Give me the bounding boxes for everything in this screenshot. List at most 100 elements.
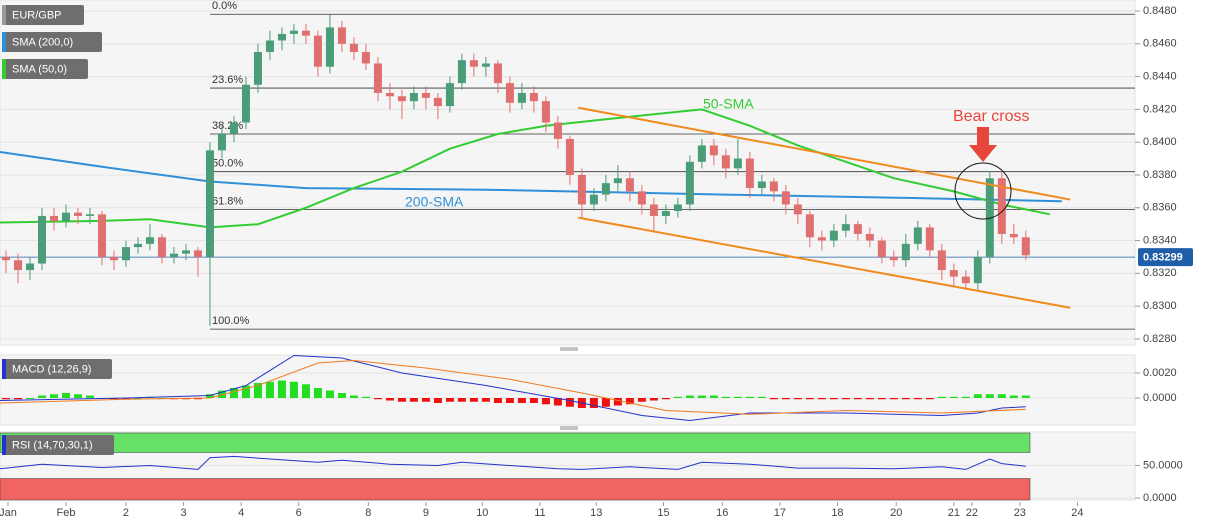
- macd-bar: [829, 398, 838, 400]
- macd-bar: [529, 398, 538, 403]
- macd-bar: [1021, 395, 1030, 398]
- macd-bar: [589, 398, 598, 408]
- candle-body: [229, 122, 238, 134]
- x-tick-label: 23: [1014, 507, 1026, 519]
- candle-body: [337, 27, 346, 44]
- fib-label: 50.0%: [212, 158, 243, 170]
- candle-body: [793, 204, 802, 215]
- macd-bar: [481, 398, 490, 402]
- macd-bar: [937, 396, 946, 398]
- macd-bar: [325, 390, 334, 398]
- candle-body: [469, 60, 478, 67]
- macd-bar: [649, 398, 658, 401]
- candle-body: [1009, 233, 1018, 238]
- candle-body: [649, 204, 658, 216]
- candle-body: [997, 178, 1006, 234]
- y-tick-label: 0.8360: [1143, 202, 1177, 214]
- candle-body: [409, 92, 418, 102]
- candle-body: [205, 150, 214, 257]
- candle-body: [541, 101, 550, 123]
- macd-bar: [505, 398, 514, 403]
- candle-body: [61, 212, 70, 221]
- legend-swatch: [2, 59, 6, 79]
- macd-bar: [709, 395, 718, 398]
- legend-label: SMA (50,0): [12, 63, 67, 75]
- macd-bar: [469, 398, 478, 402]
- legend-label: SMA (200,0): [12, 36, 73, 48]
- y-tick-label: 50.0000: [1143, 459, 1183, 471]
- candle-body: [769, 181, 778, 192]
- candle-body: [613, 178, 622, 184]
- candle-body: [721, 155, 730, 169]
- arrow: [969, 127, 997, 162]
- candle-body: [733, 158, 742, 169]
- y-tick-label: 0.8340: [1143, 234, 1177, 246]
- macd-bar: [805, 398, 814, 400]
- candle-body: [421, 92, 430, 98]
- candle-body: [433, 97, 442, 107]
- annotation: Bear cross: [953, 108, 1029, 125]
- x-tick-label: 18: [831, 507, 843, 519]
- macd-bar: [289, 381, 298, 398]
- macd-bar: [769, 398, 778, 400]
- macd-bar: [133, 398, 142, 399]
- macd-bar: [1, 398, 10, 400]
- macd-bar: [13, 398, 22, 400]
- legend-swatch: [2, 32, 6, 52]
- legend-box: [2, 32, 102, 52]
- x-tick-label: 17: [774, 507, 786, 519]
- macd-bar: [541, 398, 550, 405]
- candle-body: [925, 227, 934, 251]
- macd-bar: [673, 396, 682, 398]
- macd-bar: [409, 398, 418, 402]
- candle-body: [781, 191, 790, 205]
- trendline: [578, 216, 1071, 309]
- x-tick-label: 20: [890, 507, 902, 519]
- candle-body: [1, 256, 10, 261]
- macd-bar: [985, 394, 994, 398]
- y-tick-label: 0.8420: [1143, 103, 1177, 115]
- candle-body: [457, 60, 466, 84]
- legend-swatch: [2, 5, 6, 25]
- y-tick-label: 0.8300: [1143, 300, 1177, 312]
- highlight-circle: [954, 162, 1012, 220]
- rsi-line: [0, 455, 1026, 470]
- macd-bar: [613, 398, 622, 406]
- candle-body: [169, 253, 178, 257]
- macd-bar: [553, 398, 562, 406]
- macd-bar: [601, 398, 610, 407]
- x-tick-label: 16: [716, 507, 728, 519]
- macd-bar: [661, 398, 670, 400]
- x-tick-label: Feb: [57, 507, 76, 519]
- candle-body: [685, 161, 694, 205]
- macd-bar: [205, 394, 214, 398]
- fib-label: 61.8%: [212, 195, 243, 207]
- macd-bar: [889, 398, 898, 400]
- candle-body: [241, 84, 250, 123]
- macd-bar: [421, 398, 430, 402]
- x-tick-label: 11: [534, 507, 545, 519]
- macd-bar: [85, 395, 94, 398]
- macd-bar: [253, 383, 262, 398]
- y-tick-label: 0.8280: [1143, 333, 1177, 345]
- candle-body: [121, 247, 130, 261]
- macd-bar: [229, 388, 238, 398]
- candle-body: [841, 224, 850, 231]
- x-tick-label: Jan: [0, 507, 17, 519]
- x-tick-label: 21: [948, 507, 960, 519]
- sma-label: 200-SMA: [405, 194, 464, 210]
- candle-body: [757, 181, 766, 189]
- legend-swatch: [2, 435, 6, 455]
- candle-body: [313, 35, 322, 67]
- candle-body: [97, 214, 106, 257]
- candle-body: [529, 92, 538, 102]
- macd-bar: [913, 398, 922, 400]
- macd-bar: [121, 398, 130, 400]
- candle-body: [901, 243, 910, 261]
- macd-bar: [349, 395, 358, 398]
- macd-bar: [949, 396, 958, 398]
- candle-body: [385, 92, 394, 97]
- fib-label: 100.0%: [212, 315, 250, 327]
- x-tick-label: 22: [966, 507, 978, 519]
- macd-bar: [385, 398, 394, 401]
